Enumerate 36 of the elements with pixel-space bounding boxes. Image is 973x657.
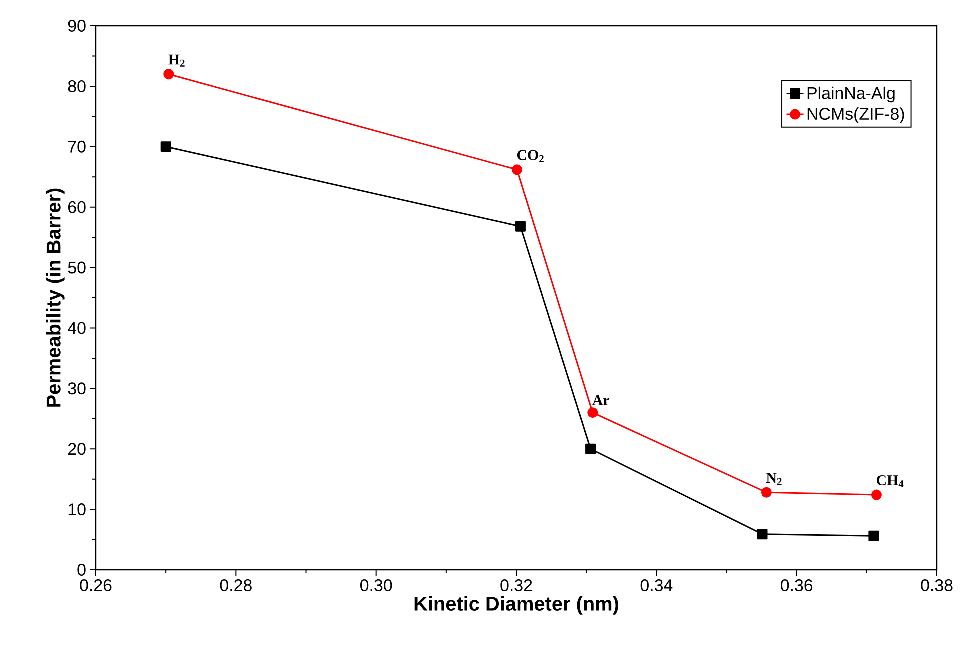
y-tick-label: 60 [68,201,86,214]
x-axis-title: Kinetic Diameter (nm) [414,596,618,615]
y-tick-label: 70 [68,140,86,153]
y-tick-label: 50 [68,262,86,274]
point [512,164,522,176]
x-tick-label: 0.38 [921,580,953,592]
y-tick-label: 10 [68,504,86,516]
y-tick-label: 20 [68,443,86,456]
legend-label: PlainNa-Alg [808,86,895,103]
point [761,487,772,498]
annotation: CH$_{4}$ [876,475,904,488]
point [515,221,526,232]
annotation: H$_{2}$ [168,54,185,67]
x-tick-label: 0.34 [640,580,673,592]
point [868,530,880,542]
y-axis-title: Permeability (in Barrer) [46,188,65,407]
x-tick-label: 0.26 [80,580,112,592]
x-tick-label: 0.36 [781,580,813,592]
point [588,408,598,418]
y-tick-label: 0 [78,564,86,576]
annotation: N$_{2}$ [766,473,782,486]
point [164,69,174,80]
legend-label: NCMs(ZIF-8) [808,108,904,124]
y-tick-label: 30 [68,382,86,395]
y-tick-label: 40 [68,322,86,334]
y-tick-label: 80 [68,80,86,92]
y-tick-label: 90 [68,20,86,32]
x-tick-label: 0.30 [360,580,392,592]
annotation: Ar [592,395,610,406]
annotation: CO$_{2}$ [517,150,544,162]
point [586,444,596,454]
point [871,490,882,500]
x-tick-label: 0.32 [500,580,532,592]
point [160,142,172,152]
point [757,529,768,540]
x-tick-label: 0.28 [220,580,252,592]
